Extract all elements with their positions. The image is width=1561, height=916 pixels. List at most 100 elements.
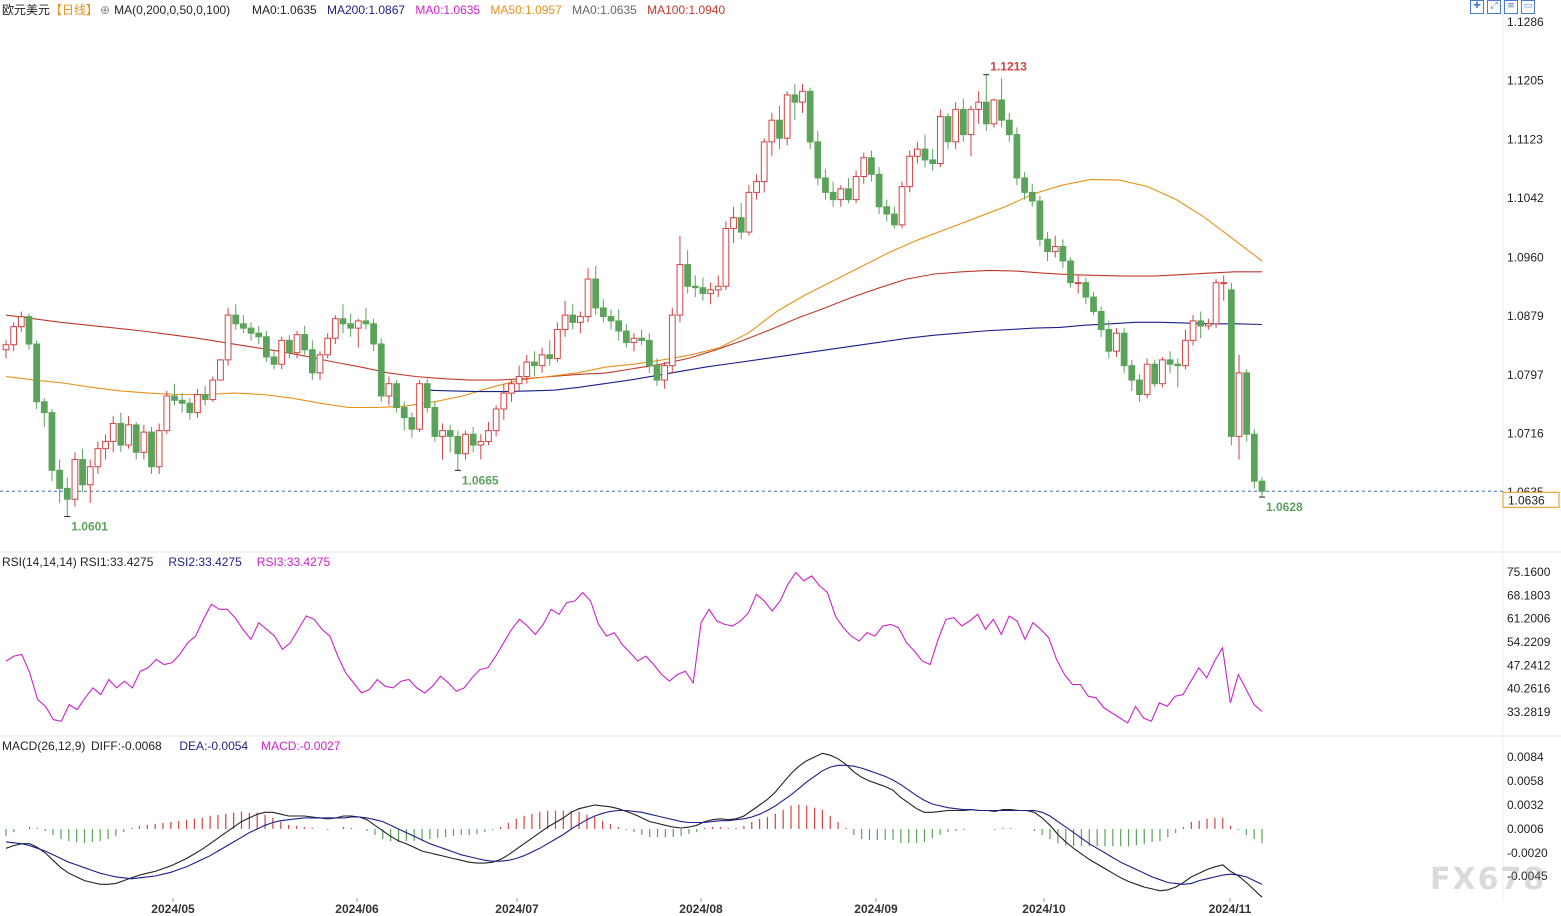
candle-body — [1097, 311, 1105, 331]
candle-body — [822, 177, 829, 193]
candle — [370, 318, 377, 352]
candle — [913, 141, 921, 164]
candle-body — [806, 90, 814, 143]
candle-body — [607, 316, 615, 322]
macd-values-legend: DIFF:-0.0068 DEA:-0.0054 MACD:-0.0027 — [91, 739, 341, 753]
price-annotations: 1.1213 1.0665 1.0601 1.0628 — [64, 60, 1303, 534]
candle-body — [508, 383, 515, 394]
candle — [209, 376, 217, 402]
candle-body — [1113, 332, 1120, 352]
candle — [408, 412, 416, 438]
candle-body — [768, 119, 776, 143]
candlesticks — [2, 74, 1266, 517]
ma-value-5: MA100:1.0940 — [647, 3, 725, 17]
candle — [171, 383, 178, 406]
candle — [891, 206, 898, 229]
macd-tick-label: 0.0058 — [1507, 774, 1544, 788]
ma-values-legend: MA0:1.0635 MA200:1.0867 MA0:1.0635 MA50:1.0… — [252, 3, 725, 17]
compare-icon[interactable]: ≡ — [1504, 0, 1518, 14]
candle-body — [921, 148, 929, 161]
candle-body — [1036, 200, 1044, 240]
candle-body — [1128, 365, 1136, 381]
expand-icon[interactable]: ⤢ — [1487, 0, 1501, 14]
candle-body — [906, 155, 914, 188]
candle — [967, 105, 975, 157]
candle-body — [293, 334, 301, 354]
candle — [768, 112, 776, 157]
candle-body — [446, 430, 454, 437]
candle-body — [10, 326, 18, 346]
candle — [354, 318, 362, 348]
candle-body — [86, 466, 94, 486]
candle-body — [622, 330, 630, 344]
candle-body — [776, 119, 783, 139]
candle-body — [875, 173, 883, 208]
candle-body — [684, 264, 691, 287]
candle-body — [898, 186, 906, 226]
candle — [561, 300, 569, 337]
macd-header: MACD(26,12,9) — [2, 739, 85, 753]
candle — [109, 416, 117, 453]
annotation-label: 1.0601 — [71, 520, 108, 534]
candle — [125, 416, 132, 449]
candle — [117, 412, 125, 453]
candle-body — [224, 314, 232, 361]
candle — [25, 313, 33, 350]
candle — [86, 459, 94, 503]
candle-body — [676, 264, 684, 316]
candle — [477, 434, 485, 460]
crosshair-icon[interactable]: ✚ — [1470, 0, 1484, 14]
rsi-tick-label: 40.2616 — [1507, 682, 1551, 696]
candle — [1105, 320, 1113, 359]
candle-body — [845, 188, 852, 201]
candle-body — [1151, 363, 1159, 385]
candle-body — [354, 320, 362, 329]
candle-body — [730, 217, 737, 229]
period-label[interactable]: 【日线】 — [50, 3, 98, 17]
rsi-tick-label: 75.1600 — [1507, 565, 1551, 579]
candle-body — [263, 336, 270, 358]
candle-body — [278, 339, 286, 365]
candle-body — [913, 148, 921, 157]
candle — [814, 131, 822, 186]
candle — [975, 91, 983, 124]
candle-body — [1143, 363, 1151, 396]
date-tick-label: 2024/05 — [151, 902, 195, 916]
window-icon[interactable]: ▭ — [1521, 0, 1535, 14]
ma200-line — [427, 321, 1263, 393]
macd-lines — [5, 752, 1263, 898]
candle — [638, 329, 646, 346]
annotation-label: 1.0628 — [1266, 500, 1303, 514]
candle — [531, 351, 538, 377]
eye-icon[interactable]: ⊕ — [100, 3, 110, 17]
candle — [1059, 239, 1067, 269]
candle-body — [25, 316, 33, 345]
candle — [1182, 329, 1189, 370]
candle — [806, 87, 814, 150]
annotation-label: 1.1213 — [990, 60, 1027, 74]
candle — [278, 336, 286, 370]
candle — [163, 390, 171, 435]
candle — [1243, 369, 1251, 442]
candle-body — [592, 278, 600, 309]
candle — [17, 311, 25, 332]
rsi-value-2: RSI3:33.4275 — [257, 555, 331, 569]
candle — [592, 266, 600, 316]
candle — [845, 177, 852, 204]
candle-body — [217, 359, 224, 381]
candle — [485, 421, 492, 446]
candle-body — [1074, 282, 1082, 285]
chart-toolbar: ✚ ⤢ ≡ ▭ — [1470, 0, 1535, 14]
candle — [423, 378, 431, 413]
price-axis: 1.1286 1.1205 1.1123 1.1042 1.0960 1.0879 1.07… — [0, 15, 1560, 508]
candle — [132, 421, 140, 460]
header-line: 欧元美元【日线】 ⊕ MA(0,200,0,50,0,100) — [2, 3, 230, 17]
candle — [462, 430, 469, 460]
candle-body — [1258, 480, 1266, 492]
candle-body — [1250, 433, 1258, 482]
candle — [1166, 351, 1174, 373]
candle — [347, 313, 355, 337]
candle — [799, 84, 806, 113]
candle — [668, 307, 676, 373]
candle-body — [1051, 246, 1059, 253]
